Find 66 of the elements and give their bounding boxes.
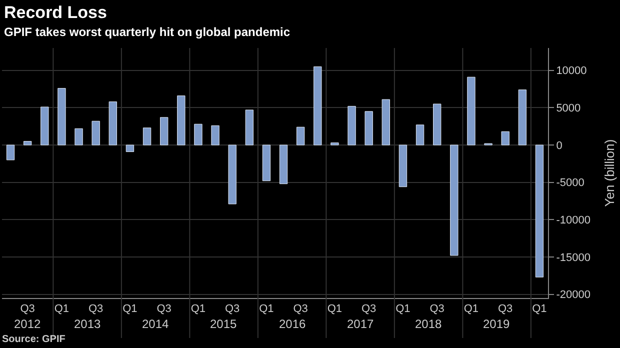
bar	[398, 144, 408, 188]
text: 2015	[210, 317, 238, 331]
bar	[92, 120, 100, 146]
y-tick-label: -20000	[556, 289, 590, 302]
bar	[433, 104, 442, 146]
text: 2017	[347, 317, 374, 331]
x-tick-label: Q3	[293, 303, 308, 316]
x-tick-label: Q1	[327, 303, 342, 316]
bar	[501, 131, 510, 146]
x-tick-label: Q1	[122, 303, 138, 316]
bar	[450, 144, 458, 256]
chart-subtitle: GPIF takes worst quarterly hit on global pandemic	[4, 25, 290, 39]
bar	[58, 88, 66, 146]
y-tick-label: 10000	[556, 65, 587, 78]
x-tick-label: Q3	[498, 303, 513, 316]
bar	[245, 110, 254, 146]
x-tick-label: Q3	[430, 303, 444, 316]
bar	[348, 106, 356, 146]
bar	[382, 99, 390, 146]
bar	[74, 128, 83, 146]
bar	[467, 76, 476, 146]
bar	[126, 144, 134, 152]
y-axis-title: Yen (billion)	[602, 139, 618, 207]
bar	[142, 128, 152, 146]
bar	[518, 90, 526, 146]
bar	[211, 125, 220, 146]
bar	[160, 117, 168, 146]
x-tick-label: Q1	[54, 303, 70, 316]
bar	[296, 126, 305, 146]
y-tick-label: 5000	[556, 102, 581, 115]
text: 2014	[142, 317, 170, 331]
x-tick-label: Q3	[88, 303, 104, 316]
x-tick-label: Q1	[396, 303, 410, 316]
y-tick-label: -10000	[556, 214, 590, 226]
x-tick-label: Q1	[259, 303, 274, 316]
bar	[314, 66, 322, 146]
text: 2016	[279, 317, 306, 331]
x-tick-label: Q3	[361, 303, 376, 316]
x-tick-label: Q3	[20, 303, 35, 316]
text: 2012	[14, 317, 42, 331]
bar	[279, 144, 288, 184]
bar	[6, 144, 15, 160]
bar	[330, 142, 339, 146]
x-tick-label: Q1	[190, 303, 206, 316]
bar	[262, 144, 271, 182]
y-tick-label: 0	[556, 140, 562, 152]
bar	[364, 111, 373, 146]
source-note: Source: GPIF	[2, 334, 66, 345]
bar	[40, 106, 49, 146]
x-tick-label: Q1	[532, 303, 547, 316]
y-tick-label: -15000	[556, 252, 590, 264]
bar	[228, 144, 236, 204]
chart-title: Record Loss	[4, 3, 107, 22]
bar	[177, 96, 186, 146]
bar	[416, 124, 424, 146]
text: 2019	[483, 317, 510, 331]
text: 2013	[74, 317, 102, 331]
bar	[24, 141, 32, 146]
bar	[194, 124, 202, 146]
x-tick-label: Q1	[464, 303, 479, 316]
bar	[535, 144, 544, 278]
bar	[108, 101, 117, 146]
x-tick-label: Q3	[224, 303, 240, 316]
text: 2018	[415, 317, 442, 331]
y-tick-label: -5000	[556, 177, 584, 190]
x-tick-label: Q3	[156, 303, 172, 316]
